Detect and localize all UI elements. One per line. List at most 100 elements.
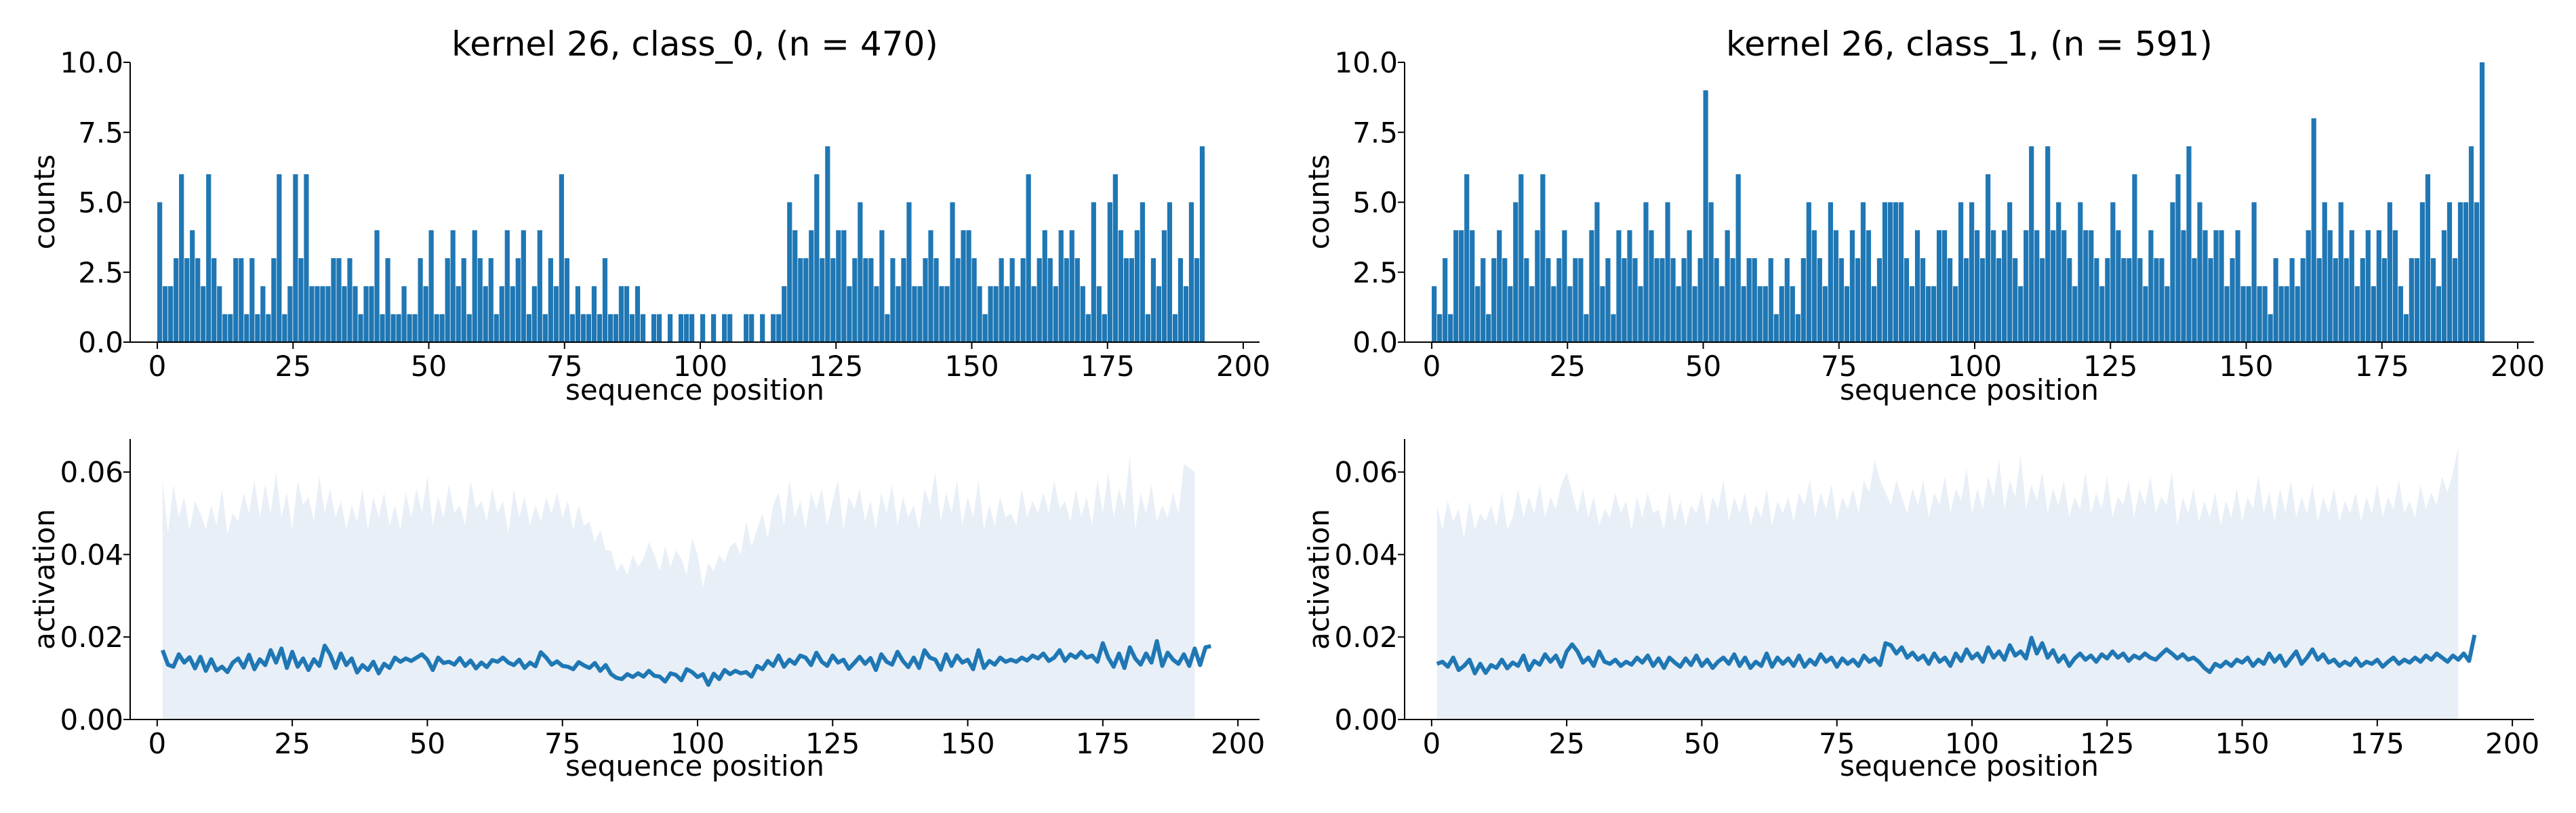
- bar: [1074, 258, 1080, 342]
- bar: [1605, 258, 1611, 342]
- bar: [933, 258, 939, 342]
- bar: [2447, 202, 2453, 342]
- bar: [1112, 174, 1118, 342]
- bar: [1833, 230, 1838, 342]
- y-ticks: 0.0 2.5 5.0 7.5 10.0: [1334, 46, 1405, 359]
- bar: [157, 202, 163, 342]
- bar: [1849, 230, 1855, 342]
- bar: [401, 286, 407, 342]
- bar: [342, 286, 347, 342]
- bar: [847, 286, 852, 342]
- bar: [2202, 230, 2208, 342]
- bar: [1129, 258, 1134, 342]
- bar: [771, 314, 776, 342]
- y-tick-label: 0.04: [1334, 538, 1398, 571]
- bar: [2441, 230, 2447, 342]
- bar: [782, 286, 787, 342]
- bar: [510, 286, 515, 342]
- bar: [971, 258, 977, 342]
- bar: [580, 314, 586, 342]
- x-tick-label: 150: [2219, 350, 2273, 383]
- bar: [2414, 258, 2419, 342]
- bar: [2392, 230, 2398, 342]
- bar: [912, 286, 917, 342]
- bar: [1991, 230, 1996, 342]
- bar: [906, 202, 912, 342]
- bar: [396, 314, 401, 342]
- bar: [2343, 258, 2349, 342]
- bar: [347, 258, 353, 342]
- bar: [255, 314, 260, 342]
- x-tick-label: 200: [1211, 727, 1265, 760]
- bar: [1085, 314, 1091, 342]
- bar: [293, 174, 298, 342]
- bar: [1172, 314, 1178, 342]
- activation-mean-line: [161, 639, 1211, 687]
- x-tick-label: 125: [809, 350, 863, 383]
- bar: [190, 230, 195, 342]
- bar: [1811, 230, 1817, 342]
- bar: [2099, 286, 2105, 342]
- bar: [982, 314, 988, 342]
- bar: [363, 286, 369, 342]
- bar: [287, 286, 293, 342]
- bar: [1838, 258, 1844, 342]
- bar: [1714, 258, 1719, 342]
- bar: [515, 258, 521, 342]
- bar: [792, 230, 798, 342]
- bar: [184, 258, 190, 342]
- bar: [1909, 286, 1915, 342]
- bar: [1844, 286, 1849, 342]
- bar: [2300, 258, 2306, 342]
- bar: [2322, 202, 2327, 342]
- bar: [1194, 258, 1200, 342]
- bar: [993, 286, 999, 342]
- bar: [711, 314, 717, 342]
- bar: [1963, 258, 1969, 342]
- bar: [836, 230, 841, 342]
- bar: [1654, 258, 1659, 342]
- bar: [1551, 286, 1556, 342]
- bar: [1920, 258, 1926, 342]
- bar: [201, 286, 206, 342]
- bar: [2333, 258, 2338, 342]
- bar: [2365, 230, 2371, 342]
- bar: [977, 286, 982, 342]
- bar: [2479, 62, 2485, 342]
- bar: [2398, 286, 2403, 342]
- bar: [2457, 202, 2463, 342]
- bar: [1773, 314, 1779, 342]
- bar: [939, 286, 944, 342]
- x-tick-label: 0: [1422, 727, 1441, 760]
- bar: [1817, 258, 1822, 342]
- bar: [428, 230, 434, 342]
- bar: [1611, 314, 1616, 342]
- bar: [744, 314, 749, 342]
- bar: [2170, 202, 2175, 342]
- bar: [1790, 286, 1795, 342]
- bar: [656, 314, 662, 342]
- bar: [2024, 230, 2029, 342]
- bar: [1573, 258, 1578, 342]
- bar: [1535, 230, 1540, 342]
- x-tick-label: 75: [546, 350, 582, 383]
- x-tick-label: 75: [1819, 727, 1855, 760]
- bar: [2452, 258, 2458, 342]
- bar: [955, 258, 961, 342]
- bar: [1763, 286, 1768, 342]
- bar: [1752, 258, 1757, 342]
- bar: [1876, 258, 1883, 342]
- bar: [2327, 230, 2333, 342]
- bar: [1622, 258, 1627, 342]
- bar: [1009, 258, 1015, 342]
- bar: [1725, 230, 1730, 342]
- bar: [1502, 258, 1508, 342]
- bar: [1784, 258, 1790, 342]
- bar: [461, 258, 466, 342]
- x-tick-label: 175: [1076, 727, 1130, 760]
- bar: [2436, 286, 2442, 342]
- bar: [1540, 174, 1546, 342]
- y-ticks: 0.00 0.02 0.04 0.06: [1334, 456, 1405, 736]
- bar: [1969, 202, 1975, 342]
- bar: [2306, 230, 2311, 342]
